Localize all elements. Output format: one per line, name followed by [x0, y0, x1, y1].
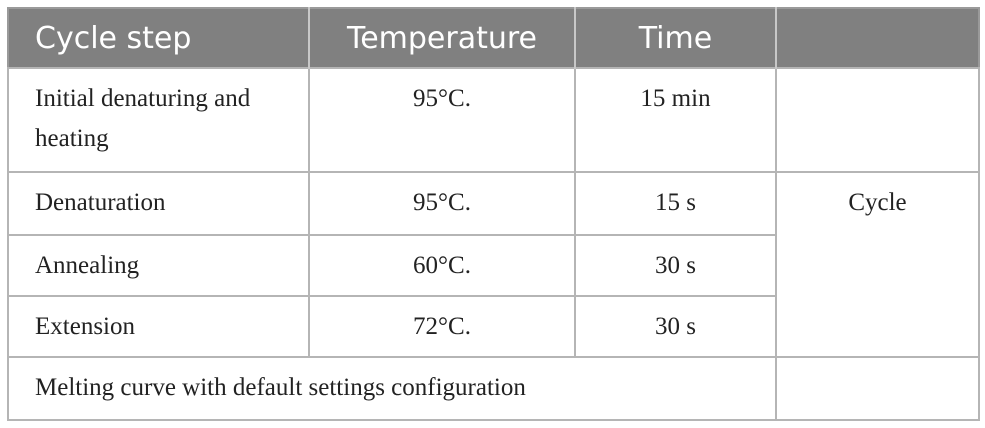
- cell: 15 min: [574, 67, 777, 173]
- row: Initial denaturing and heating 95°C. 15 …: [7, 67, 980, 173]
- header-row: Cycle step Temperature Time: [8, 8, 979, 68]
- cell: [775, 67, 980, 173]
- cell: 95°C.: [308, 67, 576, 173]
- row: Melting curve with default settings conf…: [7, 356, 980, 421]
- pcr-table: Cycle step Temperature Time Initial dena…: [7, 7, 980, 421]
- cell: Extension: [7, 295, 310, 358]
- cell: [775, 356, 980, 421]
- cell: 30 s: [574, 234, 777, 297]
- header-cell: Cycle step: [8, 8, 309, 68]
- row: Annealing 60°C. 30 s: [7, 234, 979, 297]
- header-cell: Time: [574, 8, 776, 68]
- cell: 72°C.: [308, 295, 576, 358]
- cell: Melting curve with default settings conf…: [7, 356, 777, 421]
- cell: Annealing: [7, 234, 310, 297]
- cell: 15 s: [574, 171, 777, 236]
- cell: 95°C.: [308, 171, 576, 236]
- cell-text: Initial denaturing and heating: [35, 85, 251, 152]
- row: Denaturation 95°C. 15 s Cycle: [7, 171, 980, 358]
- cell: Denaturation: [7, 171, 310, 236]
- cell: Initial denaturing and heating: [7, 67, 310, 173]
- header-cell: [775, 8, 979, 68]
- row: Extension 72°C. 30 s: [7, 295, 979, 358]
- cell: 60°C.: [308, 234, 576, 297]
- cell: 30 s: [574, 295, 777, 358]
- cell: Cycle: [775, 171, 980, 358]
- header-cell: Temperature: [308, 8, 575, 68]
